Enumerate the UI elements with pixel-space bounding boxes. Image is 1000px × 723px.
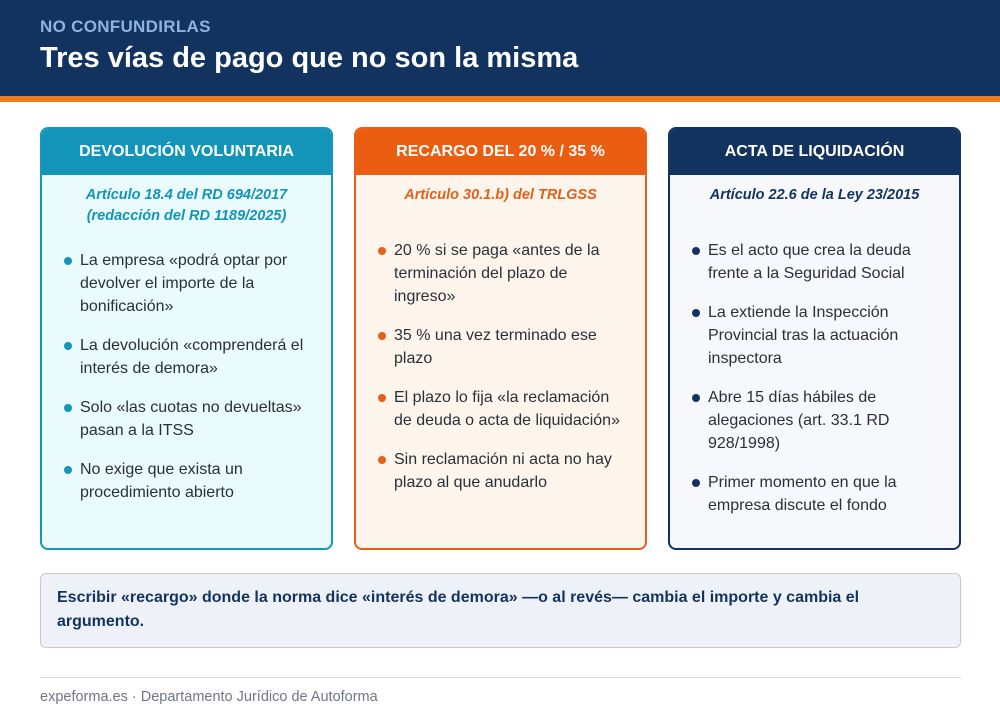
list-item-text: La empresa «podrá optar por devolver el … [80,252,288,315]
list-item: Primer momento en que la empresa discute… [692,471,939,517]
reference-line: (redacción del RD 1189/2025) [86,208,287,224]
page-header: NO CONFUNDIRLAS Tres vías de pago que no… [0,0,1000,96]
list-item: La devolución «comprenderá el interés de… [64,334,311,380]
card-heading: DEVOLUCIÓN VOLUNTARIA [42,129,331,175]
eyebrow-label: NO CONFUNDIRLAS [40,17,211,36]
list-item: El plazo lo fija «la reclamación de deud… [378,386,625,432]
list-item-text: El plazo lo fija «la reclamación de deud… [394,389,620,429]
bullet-dot-icon [64,257,72,265]
bullet-dot-icon [692,309,700,317]
card-heading: ACTA DE LIQUIDACIÓN [670,129,959,175]
bullet-dot-icon [64,404,72,412]
list-item-text: La devolución «comprenderá el interés de… [80,337,304,377]
card-legal-reference: Artículo 22.6 de la Ley 23/2015 [670,185,959,206]
list-item-text: Sin reclamación ni acta no hay plazo al … [394,451,612,491]
list-item-text: Abre 15 días hábiles de alegaciones (art… [708,389,890,452]
list-item: 20 % si se paga «antes de la terminación… [378,239,625,308]
card-bullet-list: 20 % si se paga «antes de la terminación… [356,239,645,494]
card-recargo: RECARGO DEL 20 % / 35 % Artículo 30.1.b)… [354,127,647,550]
list-item-text: No exige que exista un procedimiento abi… [80,461,243,501]
header-accent-bar [0,96,1000,102]
list-item-text: Es el acto que crea la deuda frente a la… [708,242,911,282]
list-item: Solo «las cuotas no devueltas» pasan a l… [64,396,311,442]
list-item: 35 % una vez terminado ese plazo [378,324,625,370]
footer-credit: expeforma.es · Departamento Jurídico de … [40,689,378,705]
bullet-dot-icon [692,394,700,402]
list-item-text: 35 % una vez terminado ese plazo [394,327,597,367]
card-bullet-list: La empresa «podrá optar por devolver el … [42,249,331,504]
page-title: Tres vías de pago que no son la misma [40,42,579,74]
card-acta-de-liquidacion: ACTA DE LIQUIDACIÓN Artículo 22.6 de la … [668,127,961,550]
list-item-text: La extiende la Inspección Provincial tra… [708,304,899,367]
list-item: No exige que exista un procedimiento abi… [64,458,311,504]
card-bullet-list: Es el acto que crea la deuda frente a la… [670,239,959,517]
list-item: La extiende la Inspección Provincial tra… [692,301,939,370]
bullet-dot-icon [378,332,386,340]
bullet-dot-icon [378,394,386,402]
reference-line: Artículo 30.1.b) del TRLGSS [404,187,597,203]
list-item: Abre 15 días hábiles de alegaciones (art… [692,386,939,455]
bullet-dot-icon [692,479,700,487]
warning-note: Escribir «recargo» donde la norma dice «… [40,573,961,648]
list-item: Es el acto que crea la deuda frente a la… [692,239,939,285]
footer-divider [40,677,961,678]
card-legal-reference: Artículo 18.4 del RD 694/2017 (redacción… [42,185,331,227]
bullet-dot-icon [64,342,72,350]
list-item-text: 20 % si se paga «antes de la terminación… [394,242,600,305]
card-heading: RECARGO DEL 20 % / 35 % [356,129,645,175]
card-devolucion-voluntaria: DEVOLUCIÓN VOLUNTARIA Artículo 18.4 del … [40,127,333,550]
list-item-text: Solo «las cuotas no devueltas» pasan a l… [80,399,302,439]
reference-line: Artículo 18.4 del RD 694/2017 [85,187,288,203]
bullet-dot-icon [64,466,72,474]
bullet-dot-icon [378,247,386,255]
bullet-dot-icon [692,247,700,255]
bullet-dot-icon [378,456,386,464]
card-legal-reference: Artículo 30.1.b) del TRLGSS [356,185,645,206]
list-item-text: Primer momento en que la empresa discute… [708,474,897,514]
list-item: Sin reclamación ni acta no hay plazo al … [378,448,625,494]
list-item: La empresa «podrá optar por devolver el … [64,249,311,318]
reference-line: Artículo 22.6 de la Ley 23/2015 [709,187,920,203]
